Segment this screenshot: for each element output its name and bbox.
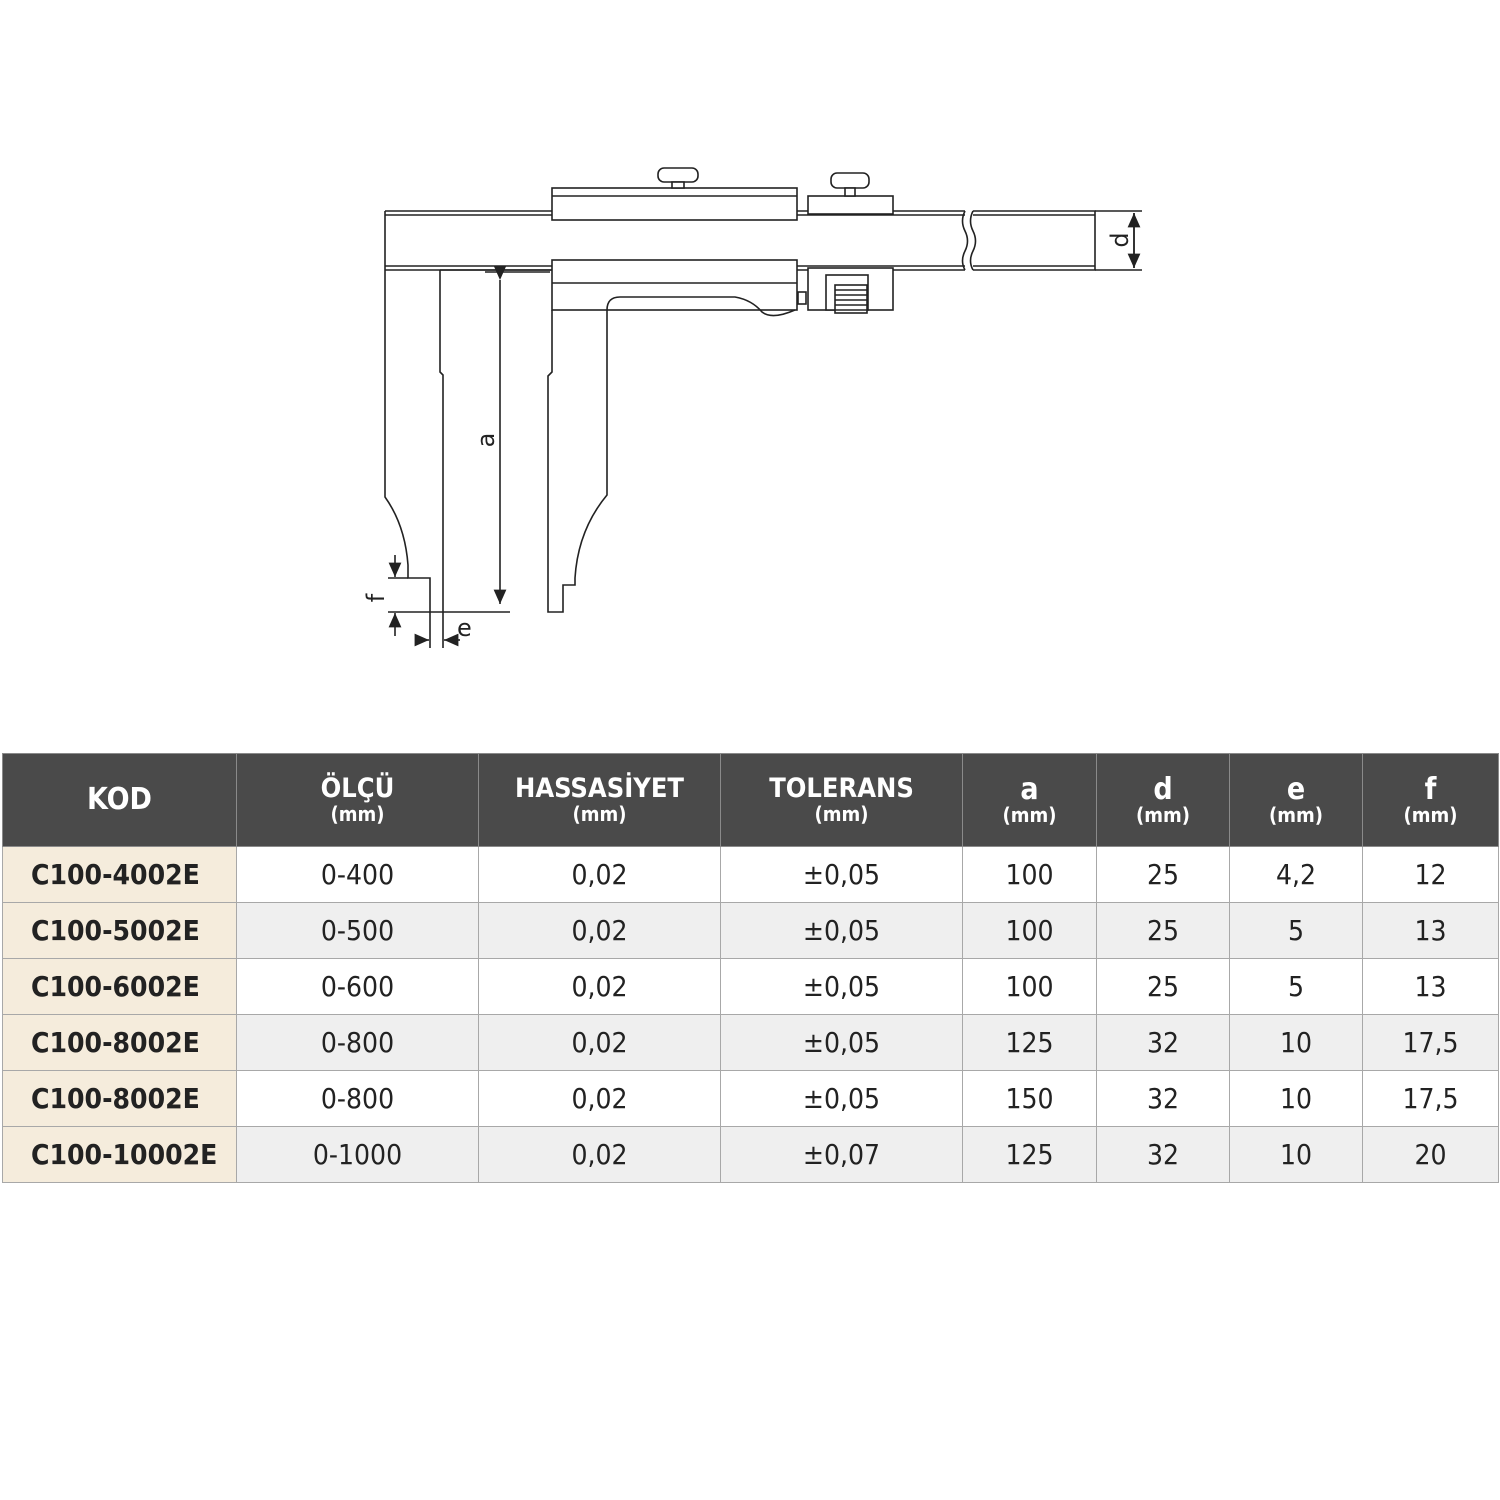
header-title: f <box>1424 771 1437 807</box>
label-a: a <box>472 433 500 448</box>
table-row: C100-10002E 0-1000 0,02 ±0,07 125 32 10 20 <box>2 1126 1499 1183</box>
label-e: e <box>457 614 472 642</box>
label-f: f <box>362 593 390 602</box>
header-title: HASSASİYET <box>515 773 684 805</box>
header-unit: (mm) <box>1269 803 1323 828</box>
cell-d: 32 <box>1096 1126 1230 1183</box>
header-hassasiyet: HASSASİYET (mm) <box>478 753 721 847</box>
cell-hassasiyet: 0,02 <box>478 1014 721 1071</box>
cell-hassasiyet: 0,02 <box>478 902 721 959</box>
header-unit: (mm) <box>1002 803 1057 828</box>
table-row: C100-4002E 0-400 0,02 ±0,05 100 25 4,2 12 <box>2 846 1499 903</box>
cell-olcu: 0-800 <box>236 1014 479 1071</box>
cell-f: 13 <box>1362 902 1499 959</box>
header-tolerans: TOLERANS (mm) <box>720 753 963 847</box>
cell-f: 13 <box>1362 958 1499 1015</box>
cell-a: 125 <box>962 1014 1097 1071</box>
cell-hassasiyet: 0,02 <box>478 958 721 1015</box>
header-title: d <box>1153 771 1173 807</box>
cell-a: 100 <box>962 846 1097 903</box>
cell-tolerans: ±0,05 <box>720 846 963 903</box>
cell-olcu: 0-1000 <box>236 1126 479 1183</box>
header-a: a (mm) <box>962 753 1097 847</box>
cell-d: 32 <box>1096 1014 1230 1071</box>
moving-jaw <box>547 296 796 613</box>
cell-e: 10 <box>1229 1070 1363 1127</box>
header-unit: (mm) <box>1136 803 1190 828</box>
cell-kod: C100-5002E <box>2 902 237 959</box>
cell-d: 25 <box>1096 902 1230 959</box>
slider <box>551 167 894 314</box>
label-d: d <box>1106 232 1134 247</box>
header-unit: (mm) <box>572 801 627 826</box>
table-row: C100-5002E 0-500 0,02 ±0,05 100 25 5 13 <box>2 902 1499 959</box>
cell-f: 20 <box>1362 1126 1499 1183</box>
cell-olcu: 0-400 <box>236 846 479 903</box>
dimension-a: a <box>443 265 550 613</box>
cell-a: 100 <box>962 958 1097 1015</box>
cell-kod: C100-8002E <box>2 1014 237 1071</box>
header-olcu: ÖLÇÜ (mm) <box>236 753 479 847</box>
caliper-diagram: a d f e <box>362 167 1142 648</box>
header-unit: (mm) <box>814 801 869 826</box>
cell-kod: C100-10002E <box>2 1126 237 1183</box>
header-title: e <box>1286 771 1306 807</box>
cell-d: 25 <box>1096 846 1230 903</box>
table-row: C100-6002E 0-600 0,02 ±0,05 100 25 5 13 <box>2 958 1499 1015</box>
cell-a: 125 <box>962 1126 1097 1183</box>
fixed-jaw <box>384 211 552 613</box>
cell-e: 10 <box>1229 1014 1363 1071</box>
cell-f: 17,5 <box>1362 1070 1499 1127</box>
cell-tolerans: ±0,05 <box>720 902 963 959</box>
header-unit: (mm) <box>330 801 385 826</box>
product-spec-table: KOD ÖLÇÜ (mm) HASSASİYET (mm) TOLERANS (mm)… <box>2 753 1499 1183</box>
cell-f: 17,5 <box>1362 1014 1499 1071</box>
cell-hassasiyet: 0,02 <box>478 846 721 903</box>
cell-d: 25 <box>1096 958 1230 1015</box>
cell-olcu: 0-800 <box>236 1070 479 1127</box>
dimension-e: e <box>414 612 472 648</box>
cell-olcu: 0-500 <box>236 902 479 959</box>
cell-kod: C100-8002E <box>2 1070 237 1127</box>
cell-e: 4,2 <box>1229 846 1363 903</box>
cell-olcu: 0-600 <box>236 958 479 1015</box>
cell-a: 100 <box>962 902 1097 959</box>
cell-e: 5 <box>1229 902 1363 959</box>
cell-a: 150 <box>962 1070 1097 1127</box>
cell-f: 12 <box>1362 846 1499 903</box>
dimension-f: f <box>362 555 430 636</box>
cell-tolerans: ±0,07 <box>720 1126 963 1183</box>
cell-e: 5 <box>1229 958 1363 1015</box>
header-title: TOLERANS <box>769 773 914 805</box>
cell-e: 10 <box>1229 1126 1363 1183</box>
header-d: d (mm) <box>1096 753 1230 847</box>
cell-hassasiyet: 0,02 <box>478 1126 721 1183</box>
header-unit: (mm) <box>1403 803 1458 828</box>
header-kod: KOD <box>2 753 237 847</box>
cell-tolerans: ±0,05 <box>720 1070 963 1127</box>
table-row: C100-8002E 0-800 0,02 ±0,05 150 32 10 17,5 <box>2 1070 1499 1127</box>
knurled-wheel-icon <box>834 284 868 314</box>
cell-kod: C100-4002E <box>2 846 237 903</box>
cell-hassasiyet: 0,02 <box>478 1070 721 1127</box>
header-title: ÖLÇÜ <box>320 773 395 805</box>
header-e: e (mm) <box>1229 753 1363 847</box>
cell-tolerans: ±0,05 <box>720 958 963 1015</box>
header-title: a <box>1020 771 1039 807</box>
cell-d: 32 <box>1096 1070 1230 1127</box>
cell-tolerans: ±0,05 <box>720 1014 963 1071</box>
header-title: KOD <box>87 782 152 818</box>
header-f: f (mm) <box>1362 753 1499 847</box>
table-row: C100-8002E 0-800 0,02 ±0,05 125 32 10 17,5 <box>2 1014 1499 1071</box>
dimension-d: d <box>1095 210 1142 271</box>
table-header-row: KOD ÖLÇÜ (mm) HASSASİYET (mm) TOLERANS (mm)… <box>2 753 1499 847</box>
cell-kod: C100-6002E <box>2 958 237 1015</box>
